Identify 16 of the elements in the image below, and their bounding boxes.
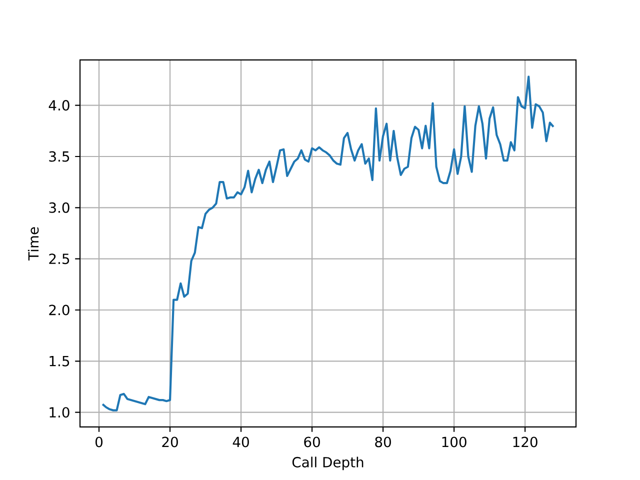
y-tick-label: 1.0 bbox=[50, 407, 70, 418]
x-tick-label: 100 bbox=[442, 436, 466, 448]
x-tick-label: 60 bbox=[304, 436, 320, 448]
x-tick-label: 0 bbox=[96, 436, 102, 448]
y-axis-title: Time bbox=[28, 227, 39, 261]
y-tick-label: 1.5 bbox=[50, 356, 70, 366]
x-axis-title: Call Depth bbox=[292, 456, 364, 470]
y-tick-label: 3.0 bbox=[49, 202, 70, 213]
y-tick-label: 3.5 bbox=[49, 151, 70, 162]
y-tick-label: 2.0 bbox=[49, 304, 70, 316]
x-tick-label: 80 bbox=[375, 436, 391, 448]
y-tick-label: 4.0 bbox=[48, 100, 70, 111]
x-tick-label: 120 bbox=[513, 436, 538, 448]
x-tick-label: 20 bbox=[162, 436, 178, 448]
y-tick-label: 2.5 bbox=[49, 254, 70, 264]
x-tick-label: 40 bbox=[232, 436, 249, 448]
